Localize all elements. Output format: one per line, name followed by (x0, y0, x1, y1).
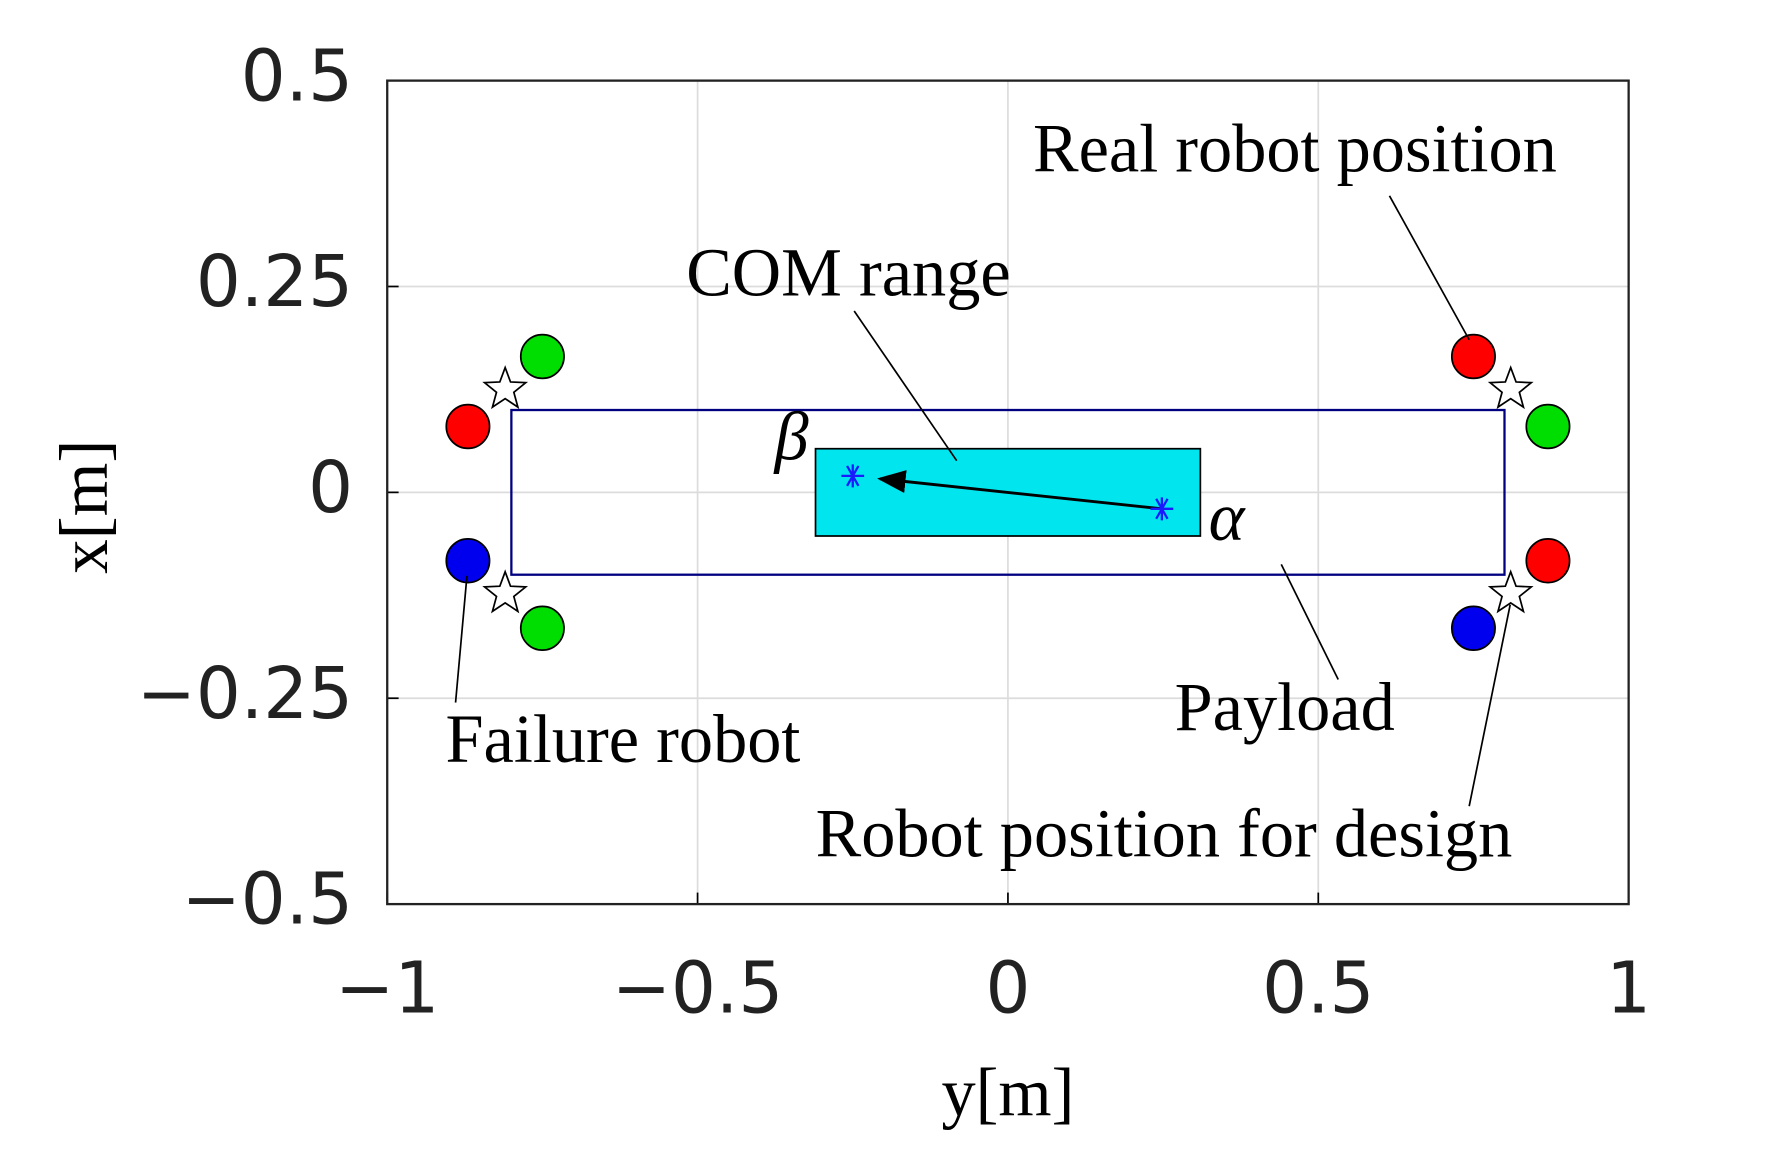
y-tick-label: 0.25 (196, 240, 353, 323)
plot-frame (386, 79, 1630, 906)
leader-line (454, 575, 468, 703)
robot-marker (519, 605, 565, 651)
annotation: Real robot position (1033, 110, 1557, 186)
robot-marker (1525, 403, 1571, 450)
y-axis-label: x[m] (46, 440, 122, 574)
x-tick-label: −1 (335, 946, 439, 1029)
annotation: Payload (1175, 669, 1395, 745)
robot-marker (1450, 333, 1496, 380)
star-marker (482, 569, 529, 614)
x-tick-label: 1 (1606, 946, 1651, 1029)
annotation: α (1209, 479, 1247, 555)
payload-rect (510, 408, 1506, 576)
robot-marker (445, 403, 491, 450)
x-tick-label: 0 (985, 946, 1030, 1029)
star-marker (1487, 365, 1534, 410)
annotation: β (773, 398, 810, 474)
leader-line (1388, 195, 1470, 341)
y-tick-label: 0 (308, 446, 353, 529)
alpha-point (1150, 497, 1174, 521)
annotation: COM range (686, 234, 1011, 310)
annotation: Robot position for design (816, 795, 1513, 871)
star-marker (1487, 569, 1534, 614)
robot-marker (1450, 605, 1496, 651)
leader-line (1468, 604, 1512, 807)
leader-line (853, 310, 958, 462)
robot-marker (445, 537, 491, 584)
y-tick-label: −0.25 (137, 652, 353, 735)
leader-line (1280, 563, 1339, 680)
beta-point (841, 464, 865, 488)
robot-marker (519, 333, 565, 380)
y-tick-label: 0.5 (241, 34, 353, 117)
star-marker (482, 365, 529, 410)
alpha-beta-arrow (877, 470, 1163, 511)
robot-marker (1525, 537, 1571, 584)
x-tick-label: −0.5 (612, 946, 783, 1029)
y-tick-label: −0.5 (182, 857, 353, 940)
x-axis-label: y[m] (942, 1054, 1075, 1130)
x-tick-label: 0.5 (1262, 946, 1374, 1029)
annotation: Failure robot (446, 701, 801, 777)
